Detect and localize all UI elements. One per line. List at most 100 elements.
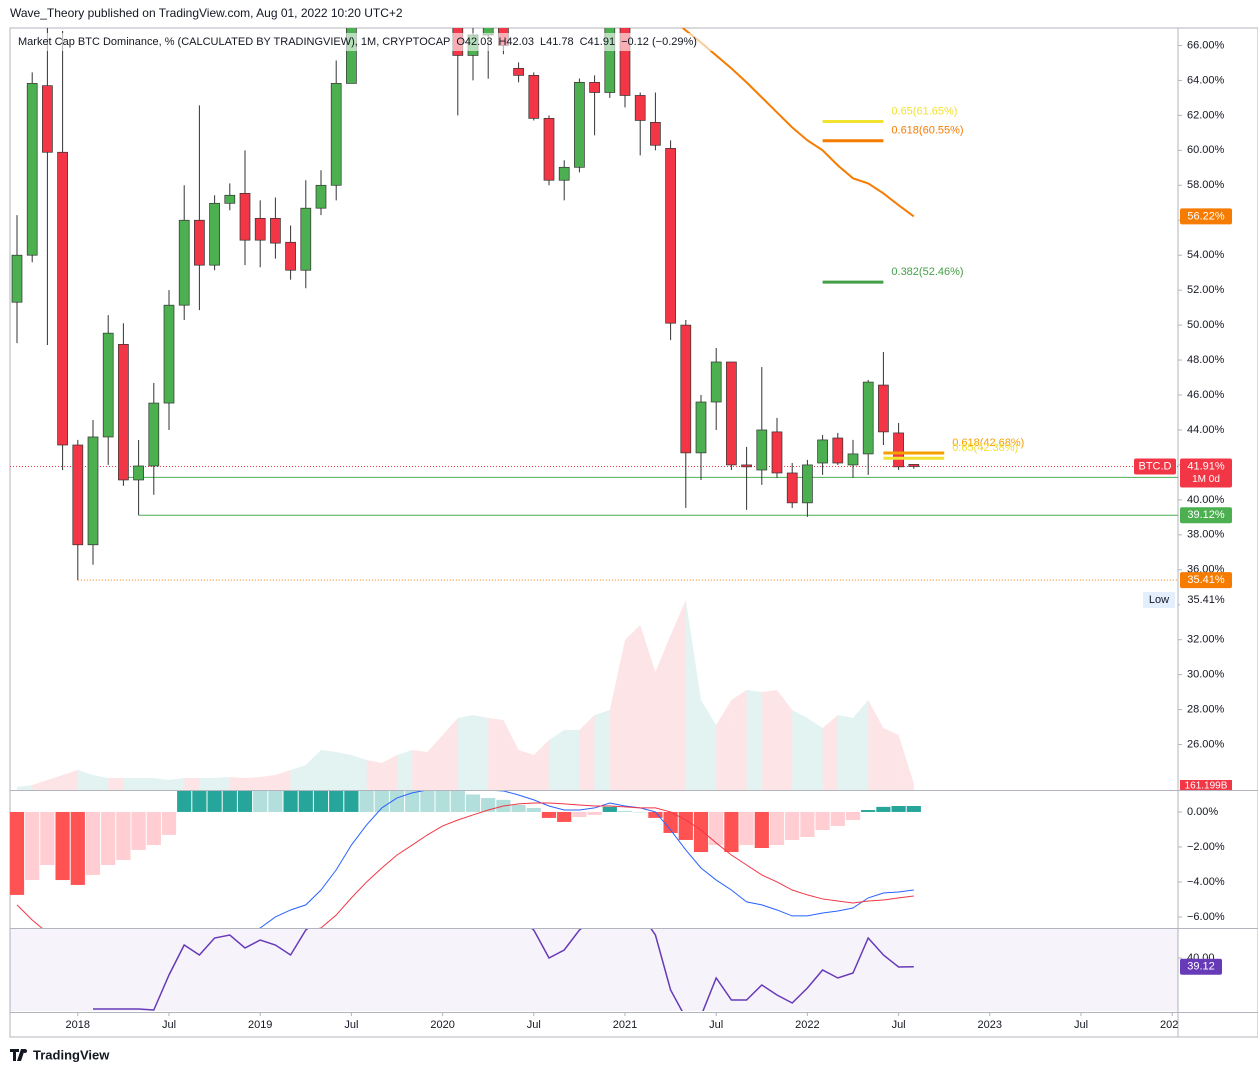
macd-histogram-bar	[617, 810, 633, 812]
macd-histogram-bar	[465, 794, 481, 812]
candle-body	[133, 465, 144, 481]
macd-histogram-bar	[374, 791, 389, 812]
y-tick-label: 32.00%	[1187, 634, 1225, 646]
volume-area	[701, 700, 717, 790]
y-tick-label: 54.00%	[1187, 249, 1225, 261]
volume-area	[290, 765, 306, 790]
price-badge	[1180, 958, 1222, 975]
macd-histogram-bar	[10, 811, 25, 895]
signal-line	[16, 802, 914, 928]
macd-line	[258, 791, 914, 928]
macd-histogram-bar	[283, 791, 298, 812]
volume-area	[275, 770, 291, 790]
macd-histogram-bar	[587, 811, 602, 815]
fib-label: 0.65(42.38%)	[952, 442, 1018, 454]
candle-body	[254, 217, 266, 241]
x-tick-label: Jul	[162, 1019, 176, 1031]
symbol-badge	[1134, 458, 1176, 475]
volume-area	[457, 715, 473, 790]
macd-histogram-bar	[633, 811, 648, 813]
x-tick-label: 2024	[1160, 1019, 1184, 1031]
macd-histogram-bar	[207, 791, 222, 812]
low-value: 35.41%	[1187, 594, 1225, 606]
candle-body	[558, 166, 570, 181]
volume-area	[412, 750, 428, 790]
candle-body	[786, 472, 798, 504]
volume-area	[32, 780, 48, 790]
volume-area	[123, 778, 139, 790]
candle-body	[847, 453, 859, 466]
macd-histogram-bar	[131, 811, 146, 850]
last-price-label: 41.91%	[1187, 460, 1225, 472]
macd-histogram-bar	[329, 791, 344, 812]
candle-body	[148, 402, 160, 467]
last-price-badge	[1180, 458, 1232, 488]
price-badge-label: 39.12%	[1187, 509, 1225, 521]
x-tick-label: 2020	[430, 1019, 454, 1031]
volume-area	[625, 625, 641, 790]
candle-body	[513, 68, 524, 76]
volume-area	[427, 735, 443, 790]
macd-histogram-bar	[541, 811, 557, 818]
candle-body	[118, 343, 129, 481]
candle-body	[665, 148, 676, 324]
candle-body	[26, 83, 38, 256]
macd-histogram-bar	[101, 811, 116, 865]
macd-histogram-bar	[146, 811, 161, 846]
volume-area	[366, 760, 382, 790]
price-badge-label: 35.41%	[1187, 574, 1225, 586]
volume-area	[93, 775, 109, 790]
candle-body	[650, 122, 661, 146]
macd-pane	[10, 791, 921, 928]
macd-histogram-bar	[116, 811, 131, 860]
candle-body	[87, 436, 99, 546]
volume-area	[564, 730, 580, 790]
x-tick-label: Jul	[527, 1019, 541, 1031]
candle-body	[163, 304, 175, 404]
volume-area	[473, 715, 489, 790]
low-value-bg	[1180, 592, 1232, 609]
legend-high: H42.03	[498, 36, 533, 48]
legend: Market Cap BTC Dominance, % (CALCULATED …	[18, 36, 697, 48]
volume-area	[868, 700, 884, 790]
macd-histogram-bar	[709, 811, 724, 846]
rsi-line-pane	[93, 929, 914, 1011]
price-badge-label: 56.22%	[1187, 210, 1225, 222]
macd-histogram-bar	[405, 791, 420, 812]
candle-body	[908, 464, 920, 467]
fib-label: 0.618(42.68%)	[952, 437, 1024, 449]
macd-histogram-bar	[526, 807, 541, 812]
candle-body	[270, 217, 281, 244]
volume-area	[594, 710, 610, 790]
volume-area	[245, 777, 261, 790]
macd-histogram-bar	[572, 811, 587, 818]
y-tick-label: 60.00%	[1187, 144, 1225, 156]
macd-histogram-bar	[876, 806, 891, 812]
price-badge	[1180, 208, 1232, 225]
x-tick-label: 2019	[248, 1019, 272, 1031]
volume-area	[746, 690, 762, 790]
legend-low: L41.78	[540, 36, 574, 48]
macd-histogram-bar	[648, 811, 663, 818]
price-badges: 56.22%41.29%39.12%35.41%41.91%1M 0dBTC.D…	[1134, 208, 1232, 975]
macd-histogram-bar	[85, 811, 101, 875]
y-tick-label: 28.00%	[1187, 704, 1225, 716]
candle-body	[817, 439, 828, 464]
volume-area	[883, 728, 899, 790]
candle-body	[756, 429, 768, 471]
macd-histogram-bar	[40, 811, 55, 865]
candle-body	[893, 432, 904, 468]
candle-body	[832, 437, 844, 464]
volume-area	[108, 778, 124, 790]
ema-line	[681, 28, 915, 218]
candle-body	[695, 401, 707, 454]
macd-histogram-bar	[602, 806, 617, 812]
candle-body	[11, 254, 23, 303]
rsi-pane	[10, 929, 1178, 1011]
macd-histogram-bar	[70, 811, 85, 885]
x-tick-label: Jul	[709, 1019, 723, 1031]
volume-area	[670, 600, 686, 790]
candle-body	[330, 83, 342, 186]
candle-body	[878, 384, 889, 433]
macd-histogram-bar	[557, 811, 572, 822]
